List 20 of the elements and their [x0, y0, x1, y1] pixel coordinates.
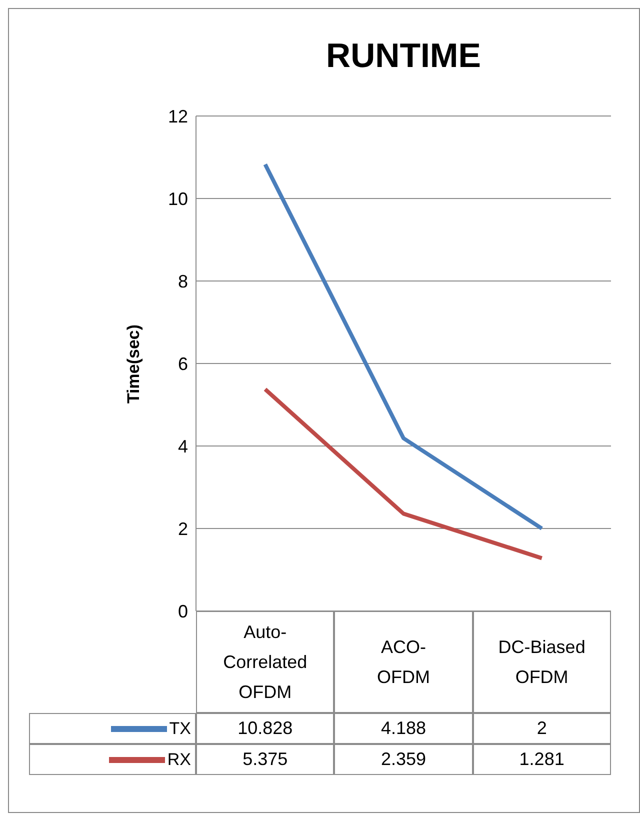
data-label: 2 — [472, 713, 611, 744]
y-tick-label: 8 — [178, 271, 188, 292]
data-label: 2.359 — [334, 744, 473, 775]
legend-label: RX — [167, 750, 191, 770]
y-tick-label: 0 — [178, 601, 188, 622]
x-tick-label: ACO-OFDM — [334, 611, 473, 713]
x-tick-label: DC-Biased OFDM — [472, 611, 611, 713]
y-tick-label: 10 — [168, 188, 188, 209]
data-label: 1.281 — [472, 744, 611, 775]
chart-title: RUNTIME — [325, 37, 482, 76]
data-label: 5.375 — [196, 744, 334, 775]
y-axis-title: Time(sec) — [124, 322, 144, 406]
x-tick-label: Auto-Correlated OFDM — [196, 611, 334, 713]
y-tick-label: 12 — [168, 106, 188, 126]
data-label: 10.828 — [196, 713, 334, 744]
y-tick-label: 2 — [178, 518, 188, 539]
y-tick-label: 6 — [178, 354, 188, 374]
legend-label: TX — [169, 718, 191, 738]
y-tick-label: 4 — [178, 436, 188, 456]
data-label: 4.188 — [334, 713, 473, 744]
